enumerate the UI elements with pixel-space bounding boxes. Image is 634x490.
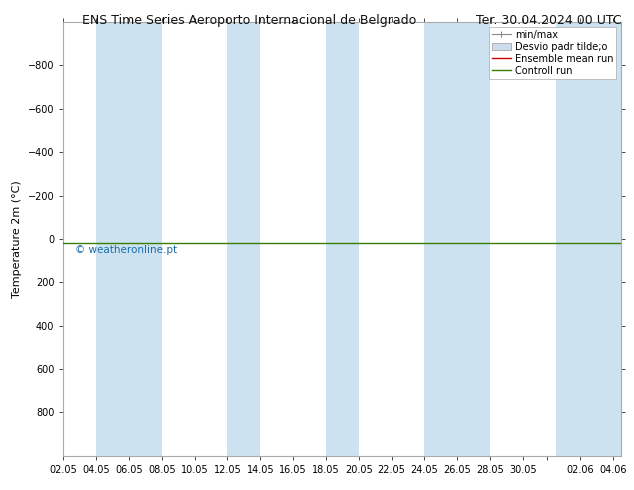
Bar	[555, 22, 588, 456]
Bar	[129, 22, 162, 456]
Y-axis label: Temperature 2m (°C): Temperature 2m (°C)	[12, 180, 22, 298]
Text: Ter. 30.04.2024 00 UTC: Ter. 30.04.2024 00 UTC	[476, 14, 621, 27]
Bar	[326, 22, 359, 456]
Bar	[96, 22, 129, 456]
Bar	[588, 22, 621, 456]
Text: © weatheronline.pt: © weatheronline.pt	[75, 245, 177, 255]
Legend: min/max, Desvio padr tilde;o, Ensemble mean run, Controll run: min/max, Desvio padr tilde;o, Ensemble m…	[489, 27, 616, 78]
Bar	[228, 22, 261, 456]
Bar	[457, 22, 490, 456]
Text: ENS Time Series Aeroporto Internacional de Belgrado: ENS Time Series Aeroporto Internacional …	[82, 14, 417, 27]
Bar	[424, 22, 457, 456]
